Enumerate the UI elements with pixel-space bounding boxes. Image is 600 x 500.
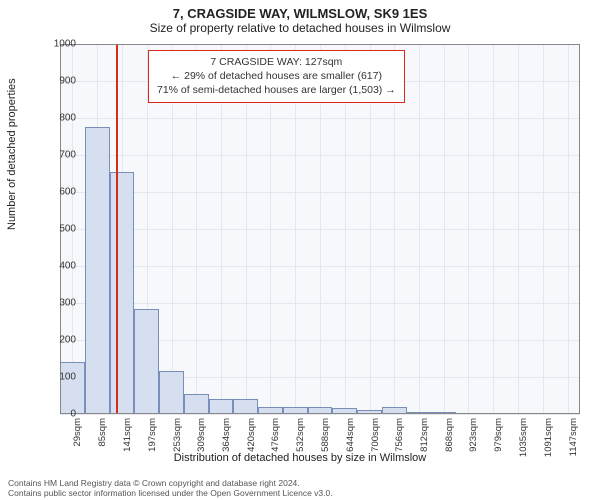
ytick-label: 400 xyxy=(16,261,76,272)
histogram-bar xyxy=(382,407,407,414)
gridline-v xyxy=(444,44,445,414)
xtick-label: 644sqm xyxy=(345,418,356,458)
annotation-line-1: 7 CRAGSIDE WAY: 127sqm xyxy=(157,55,396,69)
histogram-bar xyxy=(407,412,432,414)
title-line-2: Size of property relative to detached ho… xyxy=(0,21,600,37)
histogram-bar xyxy=(60,362,85,414)
gridline-v xyxy=(493,44,494,414)
xtick-label: 1035sqm xyxy=(518,418,529,458)
annotation-box: 7 CRAGSIDE WAY: 127sqm ← 29% of detached… xyxy=(148,50,405,103)
xtick-label: 868sqm xyxy=(444,418,455,458)
xtick-label: 364sqm xyxy=(221,418,232,458)
histogram-bar xyxy=(134,309,159,414)
ytick-label: 900 xyxy=(16,76,76,87)
xtick-label: 1091sqm xyxy=(543,418,554,458)
ytick-label: 200 xyxy=(16,335,76,346)
xtick-label: 476sqm xyxy=(270,418,281,458)
ytick-label: 300 xyxy=(16,298,76,309)
xtick-label: 532sqm xyxy=(295,418,306,458)
marker-line xyxy=(116,44,118,414)
attribution: Contains HM Land Registry data © Crown c… xyxy=(8,478,333,498)
gridline-v xyxy=(518,44,519,414)
xtick-label: 253sqm xyxy=(172,418,183,458)
gridline-v xyxy=(543,44,544,414)
ytick-label: 0 xyxy=(16,409,76,420)
xtick-label: 700sqm xyxy=(370,418,381,458)
ytick-label: 700 xyxy=(16,150,76,161)
histogram-bar xyxy=(184,394,209,414)
title-line-1: 7, CRAGSIDE WAY, WILMSLOW, SK9 1ES xyxy=(0,0,600,21)
xtick-label: 1147sqm xyxy=(568,418,579,458)
histogram-bar xyxy=(432,412,457,414)
gridline-v xyxy=(468,44,469,414)
xtick-label: 29sqm xyxy=(72,418,83,458)
ytick-label: 600 xyxy=(16,187,76,198)
plot-area: 7 CRAGSIDE WAY: 127sqm ← 29% of detached… xyxy=(60,44,580,414)
histogram-bar xyxy=(85,127,110,414)
histogram-bar xyxy=(357,410,382,414)
histogram-bar xyxy=(332,408,357,414)
xtick-label: 420sqm xyxy=(246,418,257,458)
histogram-bar xyxy=(308,407,333,414)
attribution-line-1: Contains HM Land Registry data © Crown c… xyxy=(8,478,333,488)
xtick-label: 979sqm xyxy=(493,418,504,458)
ytick-label: 1000 xyxy=(16,39,76,50)
xtick-label: 197sqm xyxy=(147,418,158,458)
histogram-bar xyxy=(209,399,233,414)
attribution-line-2: Contains public sector information licen… xyxy=(8,488,333,498)
xtick-label: 588sqm xyxy=(320,418,331,458)
histogram-bar xyxy=(233,399,258,414)
gridline-v xyxy=(568,44,569,414)
xtick-label: 923sqm xyxy=(468,418,479,458)
xtick-label: 141sqm xyxy=(122,418,133,458)
xtick-label: 812sqm xyxy=(419,418,430,458)
ytick-label: 100 xyxy=(16,372,76,383)
ytick-label: 800 xyxy=(16,113,76,124)
histogram-bar xyxy=(283,407,308,414)
xtick-label: 756sqm xyxy=(394,418,405,458)
ytick-label: 500 xyxy=(16,224,76,235)
annotation-line-3: 71% of semi-detached houses are larger (… xyxy=(157,83,396,97)
annotation-line-2: ← 29% of detached houses are smaller (61… xyxy=(157,69,396,83)
chart-container: 7, CRAGSIDE WAY, WILMSLOW, SK9 1ES Size … xyxy=(0,0,600,500)
gridline-v xyxy=(419,44,420,414)
histogram-bar xyxy=(159,371,184,414)
xtick-label: 309sqm xyxy=(196,418,207,458)
gridline-h xyxy=(60,414,580,415)
xtick-label: 85sqm xyxy=(97,418,108,458)
histogram-bar xyxy=(110,172,135,414)
histogram-bar xyxy=(258,407,283,414)
